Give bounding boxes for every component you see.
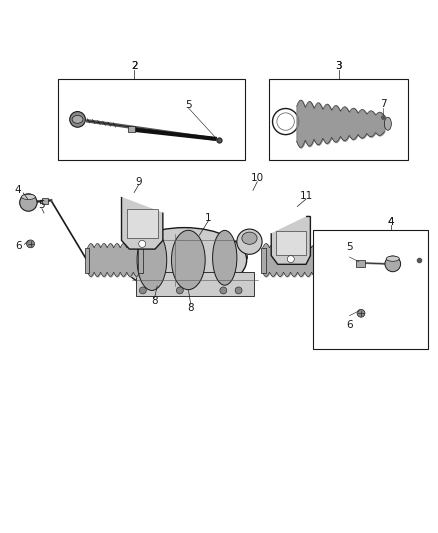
Text: 5: 5 [185, 100, 192, 110]
Ellipse shape [385, 117, 391, 130]
Text: 10: 10 [251, 173, 264, 183]
Circle shape [20, 194, 37, 211]
Circle shape [139, 240, 146, 247]
Text: 4: 4 [388, 217, 394, 227]
Circle shape [220, 287, 227, 294]
Circle shape [70, 111, 85, 127]
Ellipse shape [21, 194, 35, 199]
Circle shape [287, 256, 294, 263]
Bar [58, 79, 245, 160]
Circle shape [277, 113, 294, 130]
Text: 3: 3 [336, 61, 342, 71]
Text: 3: 3 [336, 61, 342, 71]
Text: 7: 7 [380, 99, 386, 109]
Ellipse shape [242, 232, 257, 244]
Text: 5: 5 [346, 243, 353, 253]
Bar [324, 249, 328, 272]
PathPatch shape [121, 197, 163, 249]
Circle shape [27, 240, 35, 248]
Text: 2: 2 [131, 61, 138, 71]
Bar [269, 79, 408, 160]
Text: 6: 6 [346, 320, 353, 330]
Ellipse shape [72, 116, 83, 123]
Bar [356, 261, 365, 266]
Bar [138, 248, 143, 273]
PathPatch shape [271, 216, 311, 264]
Bar [85, 248, 89, 273]
Bar [127, 126, 135, 132]
Bar [42, 198, 48, 204]
Text: 11: 11 [300, 191, 313, 200]
Circle shape [235, 287, 242, 294]
Circle shape [139, 287, 146, 294]
Bar [313, 230, 428, 349]
Text: 8: 8 [187, 303, 194, 313]
Circle shape [385, 256, 401, 272]
Text: 4: 4 [388, 217, 394, 227]
Ellipse shape [122, 228, 247, 292]
Text: 6: 6 [15, 241, 22, 251]
Ellipse shape [386, 256, 399, 261]
Text: 8: 8 [151, 296, 158, 306]
Ellipse shape [171, 230, 205, 289]
Text: 9: 9 [135, 176, 142, 187]
Text: 2: 2 [131, 61, 138, 71]
Bar [276, 231, 306, 255]
Circle shape [272, 109, 299, 135]
Text: 4: 4 [14, 185, 21, 195]
Text: 1: 1 [205, 213, 212, 223]
Text: 5: 5 [39, 200, 45, 210]
Circle shape [177, 287, 184, 294]
Bar [127, 209, 158, 238]
Bar [136, 272, 254, 296]
Bar [261, 248, 265, 273]
Ellipse shape [237, 229, 262, 254]
Circle shape [357, 309, 365, 317]
Ellipse shape [137, 230, 167, 290]
Ellipse shape [212, 230, 237, 285]
